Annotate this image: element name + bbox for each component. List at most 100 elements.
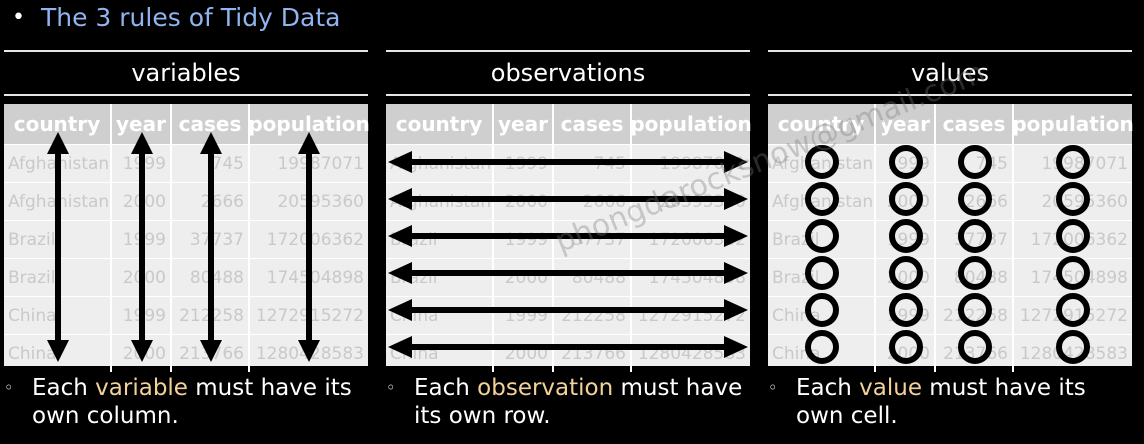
cell-circle [805,293,839,327]
arrow-head [724,225,748,247]
cell-circle [1056,293,1090,327]
tidy-table: countryyearcasespopulationAfghanistan199… [386,104,752,372]
table-cell: 1272915272 [1019,305,1128,326]
caption-highlight: observation [477,375,614,401]
title-bullet: • [12,4,25,30]
panel-header: values [768,50,1132,96]
cell-circle [1056,145,1090,179]
cell-circle [958,145,992,179]
slide-title: • The 3 rules of Tidy Data [12,0,341,34]
annotation-overlay [388,151,748,358]
arrow-head [388,151,412,173]
table-cell: Afghanistan [768,183,876,220]
table-header-row: country year cases population [4,104,370,144]
column-header: year [876,104,936,144]
cell-circle [958,330,992,364]
table-cell: 1280428583 [1019,343,1128,364]
arrow-head [298,132,320,154]
cell-circle [1056,330,1090,364]
arrow-head [131,132,153,154]
table-header-row: country year cases population [768,104,1134,144]
cell-circle [889,330,923,364]
cell-circle [958,293,992,327]
cell-circle [805,256,839,290]
arrow-head [200,132,222,154]
arrow-head [724,151,748,173]
caption-highlight: variable [95,375,188,401]
arrow-head [298,340,320,362]
table-cell: Brazil [4,259,112,296]
panel-observations: observations countryyearcasespopulationA… [386,50,752,372]
caption-values: ◦ Each value must have its own cell. [768,374,1128,430]
caption-text: Each [414,375,478,401]
arrow-head [388,188,412,210]
table-cell: Afghanistan [768,145,876,182]
column-header: year [112,104,172,144]
table-cell: 745 [172,145,250,182]
caption-observations: ◦ Each observation must have its own row… [386,374,746,430]
panel-values: values country year cases population Afghani… [768,50,1134,372]
caption-bullet: ◦ [768,378,778,397]
cell-circle [1056,182,1090,216]
column-header: country [768,104,876,144]
arrow-head [388,262,412,284]
annotation-overlay [47,132,320,362]
cell-circle [805,330,839,364]
table-cell: 172006362 [266,229,364,250]
cell-circle [889,219,923,253]
column-header: population [248,112,370,136]
cell-circle [958,182,992,216]
table-cell: Brazil [4,221,112,258]
cell-circle [805,145,839,179]
arrow-head [388,225,412,247]
table-cell: China [4,335,112,372]
caption-bullet: ◦ [4,378,14,397]
panel-header: variables [4,50,368,96]
column-header: country [386,104,494,144]
cell-circle [889,145,923,179]
caption-bullet: ◦ [386,378,396,397]
table-header-row: country year cases population [386,104,752,144]
cell-circle [889,182,923,216]
table-cell: 172006362 [1030,229,1128,250]
caption-text: must have its own row. [414,375,743,429]
cell-circle [958,256,992,290]
arrow-head [200,340,222,362]
arrow-head [724,336,748,358]
column-header: cases [172,104,250,144]
column-header: population [1012,112,1134,136]
tidy-table: countryyearcasespopulationAfghanistan199… [4,104,370,372]
cell-circle [1056,219,1090,253]
arrow-head [724,299,748,321]
table-cell: 37737 [172,221,250,258]
column-header: year [494,104,554,144]
column-header: population [630,112,752,136]
arrow-head [388,299,412,321]
caption-text: must have its own column. [32,375,352,429]
arrow-head [131,340,153,362]
table-cell: 19987071 [277,153,364,174]
arrow-head [724,188,748,210]
table-cell: 174504898 [1030,267,1128,288]
title-text: The 3 rules of Tidy Data [40,2,341,32]
caption-text: Each [32,375,96,401]
caption-variables: ◦ Each variable must have its own column… [4,374,364,430]
cell-circle [958,219,992,253]
cell-circle [805,219,839,253]
table-cell: 174504898 [266,267,364,288]
arrow-head [47,340,69,362]
caption-text: must have its own cell. [796,375,1086,429]
caption-text: Each [796,375,860,401]
arrow-head [388,336,412,358]
cell-circle [805,182,839,216]
annotation-overlay [805,145,1090,364]
caption-highlight: value [859,375,922,401]
arrow-head [47,132,69,154]
table-cell: China [4,297,112,334]
cell-circle [1056,256,1090,290]
panel-header: observations [386,50,750,96]
table-cell: 80488 [172,259,250,296]
